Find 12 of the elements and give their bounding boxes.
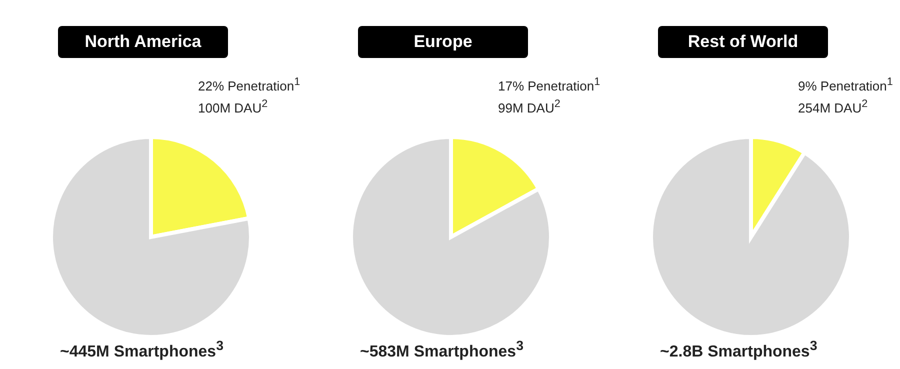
text: ~445M Smartphones$^{3}$ — [60, 338, 224, 362]
text: 100M DAU$^{2}$ — [198, 98, 268, 116]
text: 9% Penetration$^{1}$ — [798, 76, 893, 94]
text: ~2.8B Smartphones$^{3}$ — [660, 338, 818, 362]
text: 254M DAU$^{2}$ — [798, 98, 868, 116]
chart-title: North America — [58, 26, 228, 58]
text: 17% Penetration$^{1}$ — [498, 76, 600, 94]
chart-title: Rest of World — [658, 26, 828, 58]
text: ~583M Smartphones$^{3}$ — [360, 338, 524, 362]
text: 99M DAU$^{2}$ — [498, 98, 560, 116]
text: 22% Penetration$^{1}$ — [198, 76, 300, 94]
chart-title: Europe — [358, 26, 528, 58]
